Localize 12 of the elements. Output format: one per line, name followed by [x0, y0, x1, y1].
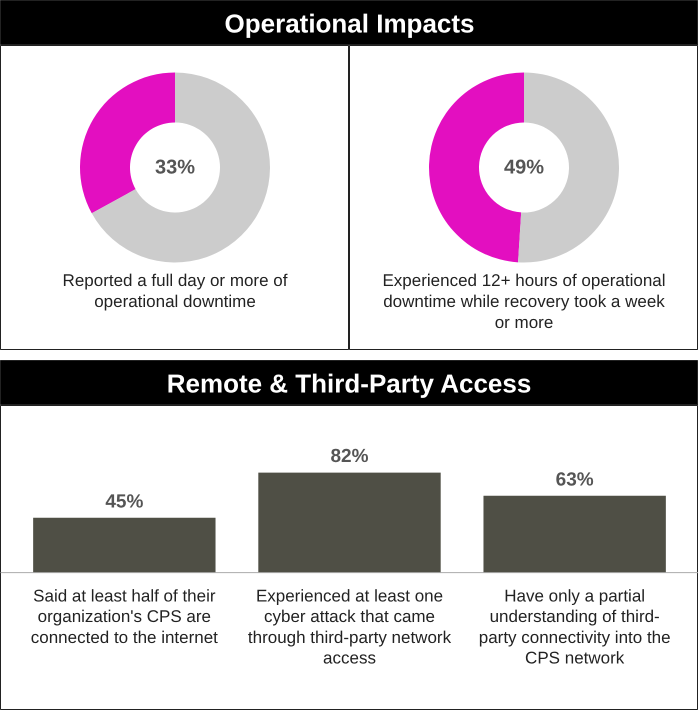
data-label: 82%	[330, 446, 369, 468]
text: Experienced 12+ hours of operational downtime while recovery took a week or more	[382, 271, 666, 332]
text: 49%	[504, 156, 544, 178]
x-tick-label: Said at least half of their organization's CPS are connected to the internet	[30, 586, 218, 647]
text: Reported a full day or more of operational downtime	[62, 271, 288, 311]
x-tick-label: Have only a partial understanding of third-party connectivity into the CPS network	[478, 586, 671, 668]
data-label: 63%	[556, 469, 594, 490]
text: 33%	[154, 156, 196, 178]
data-label: 45%	[105, 491, 144, 512]
x-tick-label: Experienced at least one cyber attack that came through third-party network access	[248, 586, 452, 668]
text: Operational Impacts	[224, 8, 474, 38]
chart-title: Remote & Third-Party Access	[166, 368, 532, 398]
